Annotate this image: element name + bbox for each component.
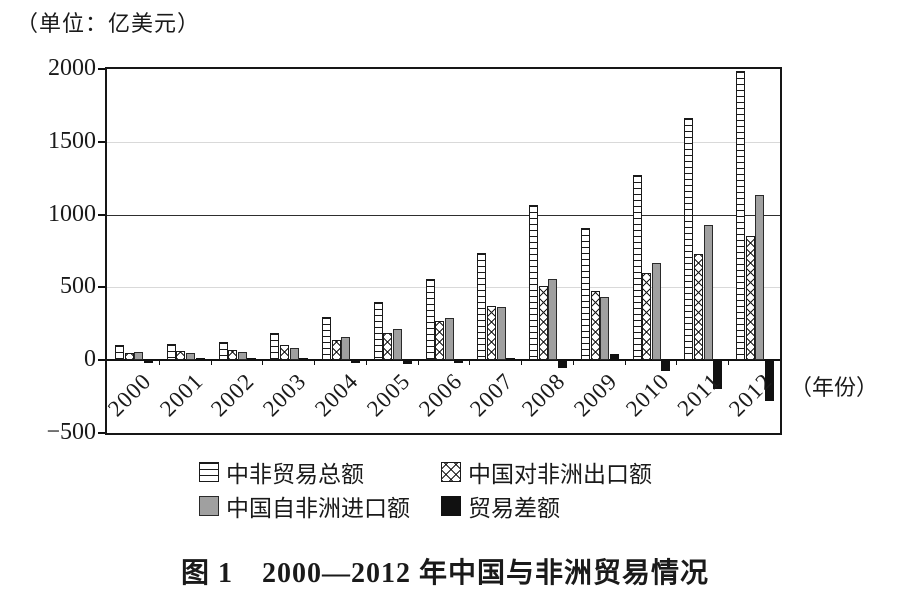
bar-total-2001 [166, 344, 176, 361]
legend-item-exports: 中国对非洲出口额 [441, 455, 652, 489]
x-axis-tick [521, 360, 523, 366]
y-axis-tick [98, 359, 105, 362]
bar-export-2004 [331, 340, 341, 361]
legend-item-balance: 贸易差额 [441, 489, 560, 523]
y-axis-tick [98, 213, 105, 216]
y-axis-tick [98, 68, 105, 70]
x-axis-tick [417, 360, 419, 366]
y-tick-label-2000: 2000 [48, 55, 96, 81]
y-tick-label-0: 0 [84, 346, 96, 373]
legend-label-total-trade: 中非贸易总额 [226, 462, 364, 487]
bar-total-2005 [373, 302, 383, 361]
bar-import-2002 [237, 352, 247, 361]
legend-label-balance: 贸易差额 [468, 496, 560, 521]
bar-balance-2011 [713, 360, 723, 390]
legend-label-imports: 中国自非洲进口额 [226, 496, 410, 521]
bar-total-2002 [218, 342, 228, 361]
bar-total-2000 [115, 344, 124, 361]
bar-total-2009 [580, 227, 590, 361]
bar-total-2011 [684, 118, 694, 361]
bar-total-2010 [632, 175, 642, 361]
y-axis-tick [98, 286, 105, 289]
bar-total-2012 [736, 71, 746, 361]
bar-balance-2000 [143, 360, 153, 363]
x-axis-tick [624, 360, 626, 366]
y-tick-label-1000: 1000 [48, 200, 96, 227]
bar-import-2009 [600, 297, 610, 361]
bar-balance-2007 [506, 357, 516, 361]
gridline-500 [107, 287, 780, 289]
year-axis-note: （年份） [790, 375, 879, 400]
bar-balance-2002 [247, 357, 257, 361]
y-tick-label--500: −500 [46, 419, 96, 445]
bar-import-2007 [496, 307, 506, 361]
y-axis-tick [98, 432, 105, 434]
legend-item-total-trade: 中非贸易总额 [199, 455, 364, 489]
bar-balance-2006 [454, 360, 464, 364]
legend-label-exports: 中国对非洲出口额 [468, 462, 652, 487]
bar-total-2008 [529, 204, 539, 361]
bar-export-2012 [745, 236, 755, 361]
bar-export-2000 [124, 352, 134, 361]
bar-import-2003 [289, 347, 299, 361]
bar-export-2010 [642, 272, 652, 361]
bar-balance-2001 [195, 357, 205, 361]
bar-total-2007 [477, 253, 487, 361]
bar-balance-2004 [350, 360, 360, 363]
bar-export-2009 [590, 290, 600, 361]
plot-area [105, 67, 782, 435]
unit-label: （单位：亿美元） [16, 11, 201, 36]
bar-import-2006 [444, 318, 454, 361]
bar-export-2007 [486, 305, 496, 361]
x-axis-tick [728, 360, 730, 366]
bar-total-2003 [270, 333, 280, 361]
bar-balance-2003 [299, 357, 309, 361]
bar-balance-2009 [609, 353, 619, 361]
y-tick-label-500: 500 [60, 273, 96, 300]
x-axis-tick [262, 360, 264, 366]
x-axis-tick [210, 360, 212, 366]
imports-swatch-icon [199, 496, 219, 516]
x-axis-zero-line [107, 359, 780, 362]
total-trade-swatch-icon [199, 462, 219, 482]
gridline-1000 [107, 214, 780, 216]
bar-export-2005 [383, 333, 393, 361]
x-axis-tick [365, 360, 367, 366]
gridline-1500 [107, 141, 780, 143]
bar-import-2004 [341, 337, 351, 361]
bar-import-2001 [185, 353, 195, 361]
bar-import-2011 [703, 224, 713, 361]
x-axis-tick [314, 360, 316, 366]
x-axis-tick [158, 360, 160, 366]
bar-import-2005 [393, 329, 403, 361]
bar-import-2008 [548, 278, 558, 361]
bar-balance-2010 [661, 360, 671, 371]
bar-export-2002 [228, 350, 238, 361]
bar-import-2000 [134, 352, 144, 361]
y-tick-label-1500: 1500 [48, 127, 96, 154]
balance-swatch-icon [441, 496, 461, 516]
bar-export-2001 [176, 351, 186, 361]
bar-import-2010 [651, 262, 661, 361]
x-axis-tick [676, 360, 678, 366]
bar-export-2003 [279, 345, 289, 361]
bar-total-2004 [322, 317, 332, 361]
x-axis-tick [469, 360, 471, 366]
bar-balance-2005 [402, 360, 412, 364]
bar-export-2006 [435, 321, 445, 361]
x-axis-tick [572, 360, 574, 366]
bar-export-2011 [694, 253, 704, 361]
exports-swatch-icon [441, 462, 461, 482]
legend-item-imports: 中国自非洲进口额 [199, 489, 410, 523]
bar-import-2012 [755, 195, 765, 361]
figure-caption: 图 1 2000—2012 年中国与非洲贸易情况 [180, 558, 709, 589]
bar-balance-2008 [557, 360, 567, 368]
bar-balance-2012 [765, 360, 775, 401]
y-axis-tick [98, 140, 105, 143]
bar-export-2008 [538, 286, 548, 361]
bar-total-2006 [425, 279, 435, 361]
